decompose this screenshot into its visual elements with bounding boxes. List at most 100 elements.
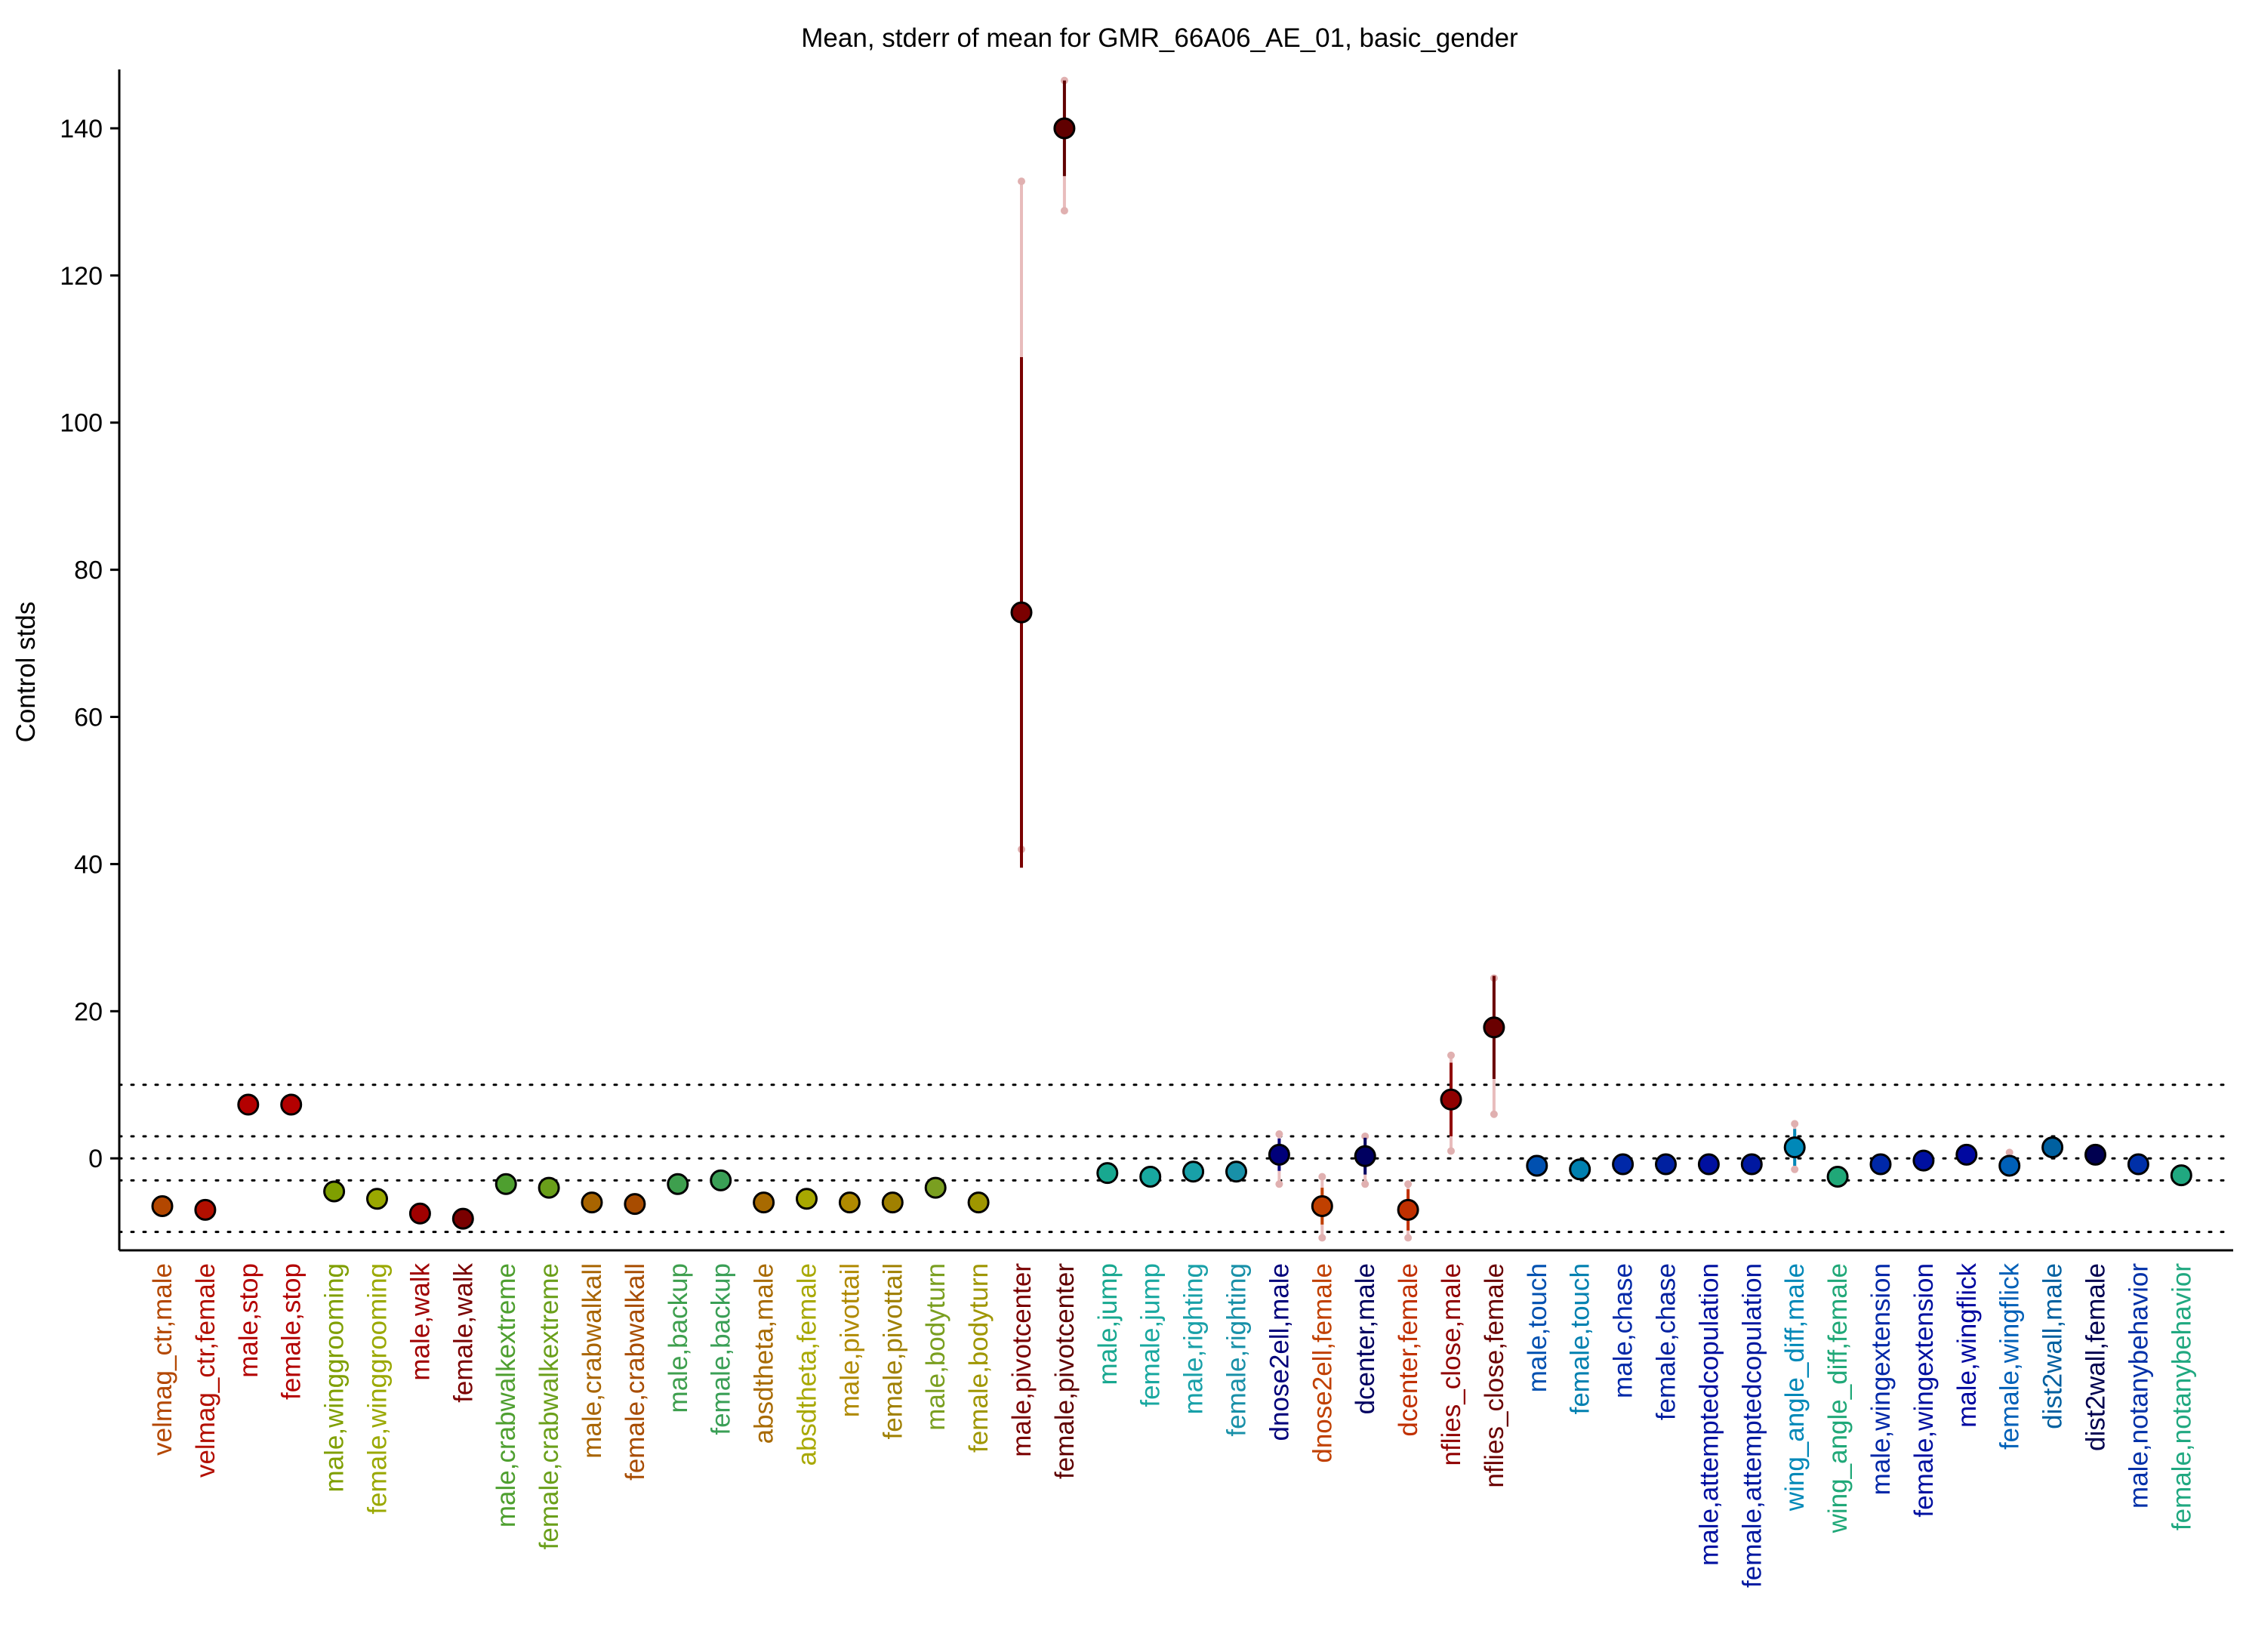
x-category-label: male,pivottail	[835, 1263, 864, 1417]
x-category-label: male,walk	[405, 1263, 435, 1381]
spread-end-bottom	[1060, 207, 1068, 215]
x-category-label: female,wingflick	[1995, 1263, 2025, 1450]
y-tick-label: 100	[60, 409, 103, 438]
data-point	[451, 1207, 474, 1230]
data-point	[1826, 1166, 1849, 1188]
data-point	[366, 1188, 388, 1210]
data-point	[1225, 1160, 1247, 1183]
x-category-label: dist2wall,male	[2038, 1263, 2068, 1429]
y-axis-label: Control stds	[11, 602, 41, 743]
x-category-label: dnose2ell,male	[1265, 1263, 1294, 1441]
x-category-label: male,jump	[1093, 1263, 1123, 1385]
data-point	[151, 1195, 174, 1218]
data-point	[2127, 1153, 2149, 1176]
data-point	[1783, 1136, 1806, 1159]
spread-end-top	[1018, 177, 1025, 186]
data-point	[408, 1202, 431, 1225]
x-category-label: female,pivotcenter	[1050, 1263, 1080, 1479]
x-category-label: male,crabwalkall	[578, 1263, 607, 1459]
data-point	[2084, 1143, 2106, 1166]
data-point	[1268, 1143, 1290, 1166]
spread-end-bottom	[1361, 1180, 1370, 1188]
x-category-label: female,backup	[707, 1263, 736, 1435]
x-category-label: female,attemptedcopulation	[1737, 1263, 1767, 1588]
x-category-label: female,chase	[1652, 1263, 1681, 1420]
x-category-label: female,touch	[1566, 1263, 1595, 1414]
x-category-label: male,wingflick	[1952, 1263, 1982, 1428]
data-point	[881, 1191, 904, 1214]
spread-end-bottom	[1404, 1234, 1413, 1242]
spread-end-top	[1791, 1120, 1799, 1128]
x-category-label: velmag_ctr,male	[148, 1263, 177, 1456]
x-category-label: male,bodyturn	[921, 1263, 951, 1431]
data-point	[1869, 1153, 1892, 1176]
spread-end-bottom	[1791, 1165, 1799, 1173]
data-point	[1697, 1153, 1720, 1176]
x-category-label: nflies_close,male	[1437, 1263, 1466, 1466]
x-category-label: female,jump	[1136, 1263, 1166, 1407]
x-category-label: female,righting	[1222, 1263, 1252, 1437]
data-point	[667, 1173, 689, 1195]
spread-end-bottom	[1447, 1147, 1455, 1155]
x-category-label: female,stop	[277, 1263, 307, 1400]
x-category-label: female,winggrooming	[363, 1263, 393, 1515]
data-point	[194, 1198, 217, 1221]
x-category-label: female,crabwalkextreme	[535, 1263, 564, 1549]
data-point	[1139, 1166, 1162, 1188]
x-category-label: nflies_close,female	[1480, 1263, 1509, 1488]
data-point	[1526, 1154, 1548, 1177]
x-category-label: absdtheta,female	[793, 1263, 822, 1466]
spread-end-top	[2005, 1148, 2013, 1157]
data-point	[581, 1191, 603, 1214]
spread-end-top	[1318, 1173, 1326, 1181]
x-category-label: male,winggrooming	[320, 1263, 350, 1492]
data-point	[1182, 1160, 1205, 1183]
x-category-label: dcenter,female	[1394, 1263, 1423, 1437]
data-point	[1612, 1153, 1634, 1176]
data-point	[967, 1191, 990, 1214]
x-category-label: female,bodyturn	[964, 1263, 994, 1453]
data-point	[1397, 1198, 1419, 1221]
x-category-label: female,crabwalkall	[621, 1263, 650, 1481]
reference-lines	[118, 1083, 2235, 1234]
x-category-label: male,chase	[1609, 1263, 1638, 1398]
x-category-label: female,pivottail	[878, 1263, 907, 1439]
data-point	[838, 1191, 861, 1214]
data-point	[1311, 1195, 1333, 1218]
x-category-label: male,pivotcenter	[1007, 1263, 1037, 1457]
data-point	[753, 1191, 775, 1214]
data-point	[1955, 1143, 1978, 1166]
x-category-label: male,attemptedcopulation	[1694, 1263, 1724, 1566]
data-point	[796, 1188, 818, 1210]
data-point	[1483, 1016, 1505, 1039]
data-point	[1053, 117, 1076, 140]
data-point	[710, 1169, 732, 1191]
data-point	[1440, 1088, 1462, 1111]
data-point	[624, 1193, 646, 1216]
data-point	[280, 1093, 303, 1116]
y-tick-label: 0	[88, 1145, 103, 1173]
x-category-label: male,stop	[234, 1263, 263, 1378]
data-point	[1655, 1153, 1677, 1176]
y-tick-label: 40	[74, 850, 103, 879]
y-tick-label: 20	[74, 997, 103, 1026]
data-point	[237, 1093, 260, 1116]
spread-end-top	[1404, 1180, 1413, 1188]
data-point	[495, 1173, 517, 1195]
chart-title: Mean, stderr of mean for GMR_66A06_AE_01…	[801, 23, 1518, 53]
data-point	[2170, 1164, 2192, 1187]
y-tick-label: 80	[74, 556, 103, 585]
x-category-label: female,notanybehavior	[2167, 1263, 2196, 1530]
data-point	[1740, 1153, 1763, 1176]
axes	[118, 69, 2233, 1252]
x-category-label: female,walk	[448, 1263, 478, 1403]
x-category-label: velmag_ctr,female	[191, 1263, 220, 1478]
data-point	[1998, 1154, 2021, 1177]
spread-end-top	[1275, 1130, 1283, 1139]
x-axis-category-labels: velmag_ctr,male velmag_ctr,female male,sto…	[148, 1263, 2196, 1588]
data-point	[1354, 1145, 1376, 1167]
data-point	[1569, 1158, 1591, 1181]
data-point	[1912, 1149, 1935, 1172]
